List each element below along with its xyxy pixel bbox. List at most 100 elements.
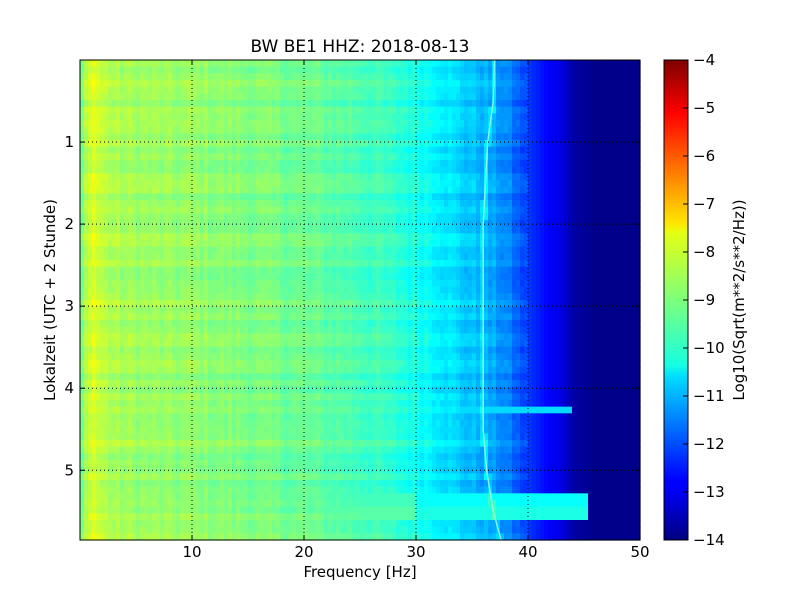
heatmap-cell [96, 233, 101, 241]
heatmap-cell [156, 73, 161, 81]
heatmap-cell [144, 106, 149, 114]
heatmap-cell [104, 126, 109, 134]
heatmap-cell [468, 146, 473, 154]
heatmap-cell [604, 226, 609, 234]
heatmap-cell [116, 113, 121, 121]
heatmap-cell [316, 213, 321, 221]
heatmap-cell [104, 73, 109, 81]
heatmap-cell [532, 93, 537, 101]
heatmap-cell [144, 153, 149, 161]
heatmap-cell [516, 106, 521, 114]
heatmap-cell [188, 160, 193, 168]
heatmap-cell [172, 146, 177, 154]
heatmap-cell [268, 126, 273, 134]
heatmap-cell [548, 120, 553, 128]
heatmap-cell [548, 126, 553, 134]
heatmap-cell [88, 86, 93, 94]
heatmap-cell [100, 226, 105, 234]
heatmap-cell [584, 166, 589, 174]
heatmap-cell [540, 260, 545, 268]
heatmap-cell [396, 253, 401, 261]
heatmap-cell [280, 133, 285, 141]
heatmap-cell [104, 193, 109, 201]
heatmap-cell [552, 200, 557, 208]
heatmap-cell [232, 133, 237, 141]
heatmap-cell [80, 180, 85, 188]
heatmap-cell [184, 106, 189, 114]
heatmap-cell [568, 126, 573, 134]
heatmap-cell [560, 180, 565, 188]
heatmap-cell [352, 253, 357, 261]
heatmap-cell [144, 206, 149, 214]
heatmap-cell [164, 200, 169, 208]
heatmap-cell [404, 160, 409, 168]
heatmap-cell [488, 273, 493, 281]
heatmap-cell [120, 106, 125, 114]
heatmap-cell [260, 80, 265, 88]
heatmap-cell [116, 166, 121, 174]
heatmap-cell [156, 206, 161, 214]
heatmap-cell [440, 280, 445, 288]
heatmap-cell [252, 233, 257, 241]
heatmap-cell [180, 246, 185, 254]
heatmap-cell [568, 260, 573, 268]
heatmap-cell [624, 200, 629, 208]
heatmap-cell [584, 106, 589, 114]
heatmap-cell [116, 133, 121, 141]
heatmap-cell [568, 266, 573, 274]
heatmap-cell [464, 286, 469, 294]
heatmap-cell [464, 213, 469, 221]
heatmap-cell [264, 140, 269, 148]
heatmap-cell [232, 253, 237, 261]
heatmap-cell [352, 80, 357, 88]
heatmap-cell [296, 173, 301, 181]
heatmap-cell [484, 113, 489, 121]
heatmap-cell [348, 266, 353, 274]
heatmap-cell [332, 280, 337, 288]
heatmap-cell [596, 240, 601, 248]
heatmap-cell [252, 113, 257, 121]
heatmap-cell [236, 73, 241, 81]
heatmap-cell [448, 113, 453, 121]
heatmap-cell [624, 266, 629, 274]
heatmap-cell [380, 106, 385, 114]
heatmap-cell [484, 260, 489, 268]
heatmap-cell [424, 260, 429, 268]
heatmap-cell [84, 120, 89, 128]
heatmap-cell [428, 140, 433, 148]
heatmap-cell [632, 226, 637, 234]
heatmap-cell [452, 266, 457, 274]
heatmap-cell [448, 293, 453, 301]
heatmap-cell [372, 253, 377, 261]
heatmap-cell [140, 273, 145, 281]
heatmap-cell [288, 86, 293, 94]
heatmap-cell [496, 166, 501, 174]
heatmap-cell [108, 100, 113, 108]
heatmap-cell [544, 66, 549, 74]
heatmap-cell [392, 173, 397, 181]
heatmap-cell [192, 180, 197, 188]
heatmap-cell [124, 60, 129, 68]
heatmap-cell [520, 80, 525, 88]
heatmap-cell [340, 86, 345, 94]
heatmap-cell [528, 73, 533, 81]
heatmap-cell [396, 286, 401, 294]
heatmap-cell [380, 160, 385, 168]
heatmap-cell [560, 73, 565, 81]
heatmap-cell [184, 80, 189, 88]
heatmap-cell [112, 186, 117, 194]
heatmap-cell [616, 66, 621, 74]
heatmap-cell [320, 206, 325, 214]
heatmap-cell [168, 213, 173, 221]
heatmap-cell [348, 226, 353, 234]
heatmap-cell [452, 120, 457, 128]
heatmap-cell [512, 173, 517, 181]
heatmap-cell [436, 100, 441, 108]
heatmap-cell [592, 140, 597, 148]
heatmap-cell [524, 266, 529, 274]
heatmap-cell [480, 93, 485, 101]
heatmap-cell [360, 186, 365, 194]
heatmap-cell [176, 60, 181, 68]
heatmap-cell [352, 146, 357, 154]
heatmap-cell [520, 140, 525, 148]
